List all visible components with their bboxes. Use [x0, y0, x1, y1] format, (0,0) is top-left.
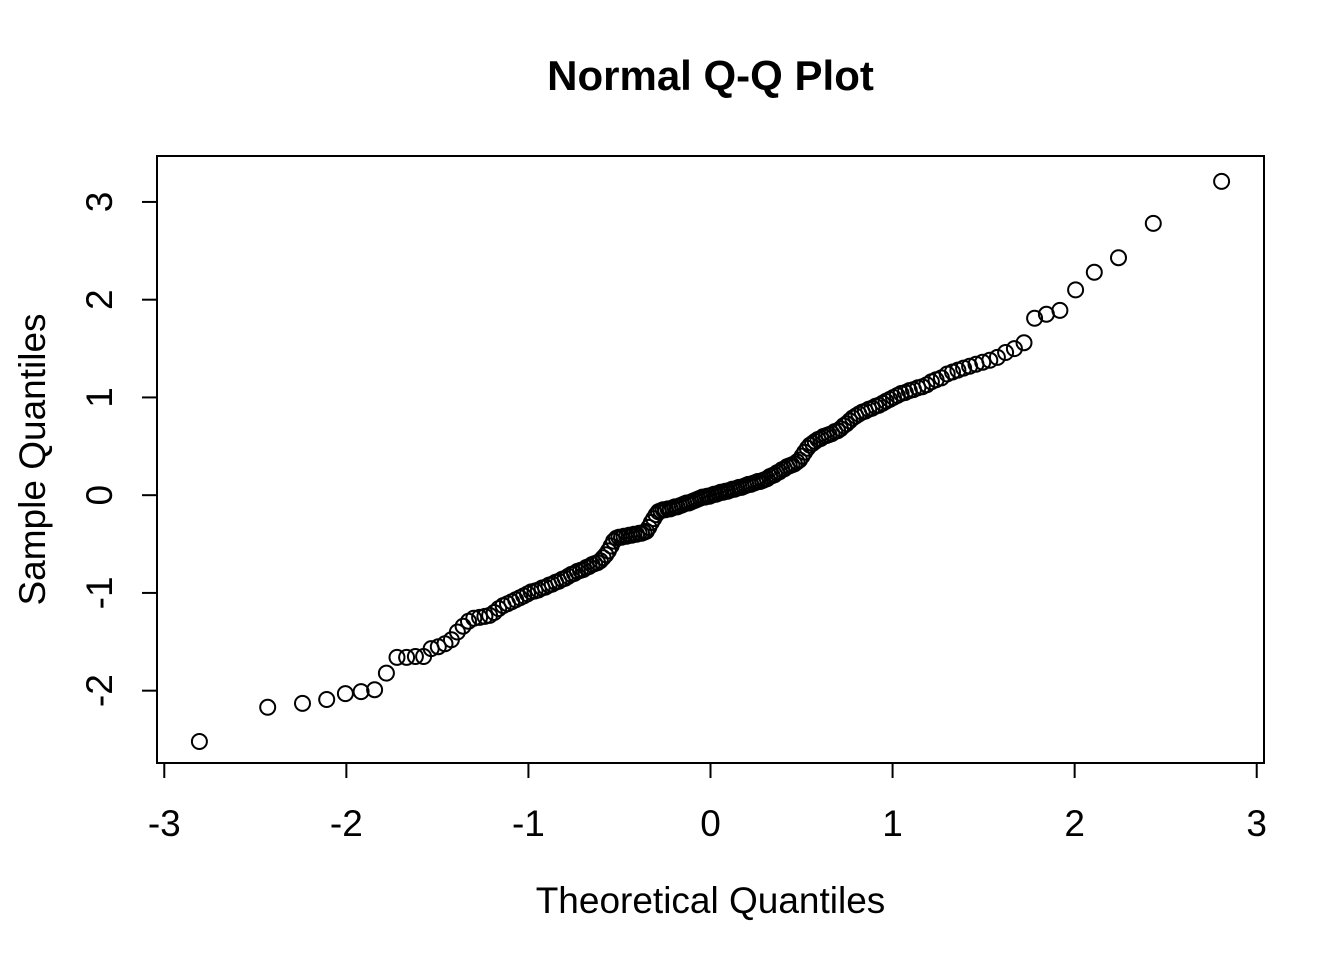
data-point	[318, 691, 336, 708]
data-point	[637, 522, 655, 540]
data-point	[1015, 334, 1033, 352]
y-tick-label: -1	[79, 576, 120, 609]
data-point	[1026, 309, 1044, 327]
x-tick-label: 2	[1064, 803, 1085, 844]
plot-box	[156, 155, 1265, 764]
y-tick-label: 3	[79, 192, 120, 213]
y-tick-label: 2	[79, 289, 120, 310]
y-axis: -2 -1 0 1 2 3	[79, 192, 157, 707]
x-tick-label: -3	[148, 803, 181, 844]
data-point	[352, 683, 370, 701]
data-point	[974, 353, 992, 371]
data-point	[190, 733, 208, 750]
data-point	[490, 600, 508, 618]
y-tick-label: 1	[79, 387, 120, 408]
data-point	[398, 648, 416, 666]
data-point	[366, 681, 384, 699]
data-point	[1085, 263, 1103, 281]
data-point	[1110, 249, 1127, 267]
data-point	[465, 609, 483, 627]
data-point	[988, 348, 1006, 366]
data-point	[259, 698, 277, 716]
data-point	[448, 623, 466, 641]
x-tick-label: 1	[882, 803, 903, 844]
data-point	[997, 344, 1015, 361]
x-tick-label: 0	[700, 803, 721, 844]
data-point	[406, 648, 424, 665]
data-point	[388, 648, 406, 666]
x-axis: -3 -2 -1 0 1 2 3	[148, 763, 1267, 844]
x-tick-label: -1	[512, 803, 545, 844]
x-tick-label: 3	[1246, 803, 1267, 844]
x-tick-label: -2	[330, 803, 363, 844]
data-point	[294, 694, 311, 712]
data-point	[981, 351, 999, 369]
data-point	[1051, 301, 1069, 319]
data-point	[336, 685, 354, 703]
data-points-layer	[190, 172, 1231, 750]
y-tick-label: 0	[79, 485, 120, 506]
chart-title: Normal Q-Q Plot	[547, 52, 874, 99]
data-point	[1005, 340, 1023, 358]
data-point	[454, 617, 472, 635]
data-point	[377, 664, 395, 682]
y-axis-title: Sample Quantiles	[12, 313, 53, 605]
x-axis-title: Theoretical Quantiles	[536, 880, 886, 921]
data-point	[1067, 281, 1085, 299]
data-point	[1144, 214, 1162, 232]
y-tick-label: -2	[79, 674, 120, 707]
data-point	[1213, 172, 1231, 190]
data-point	[597, 546, 615, 564]
